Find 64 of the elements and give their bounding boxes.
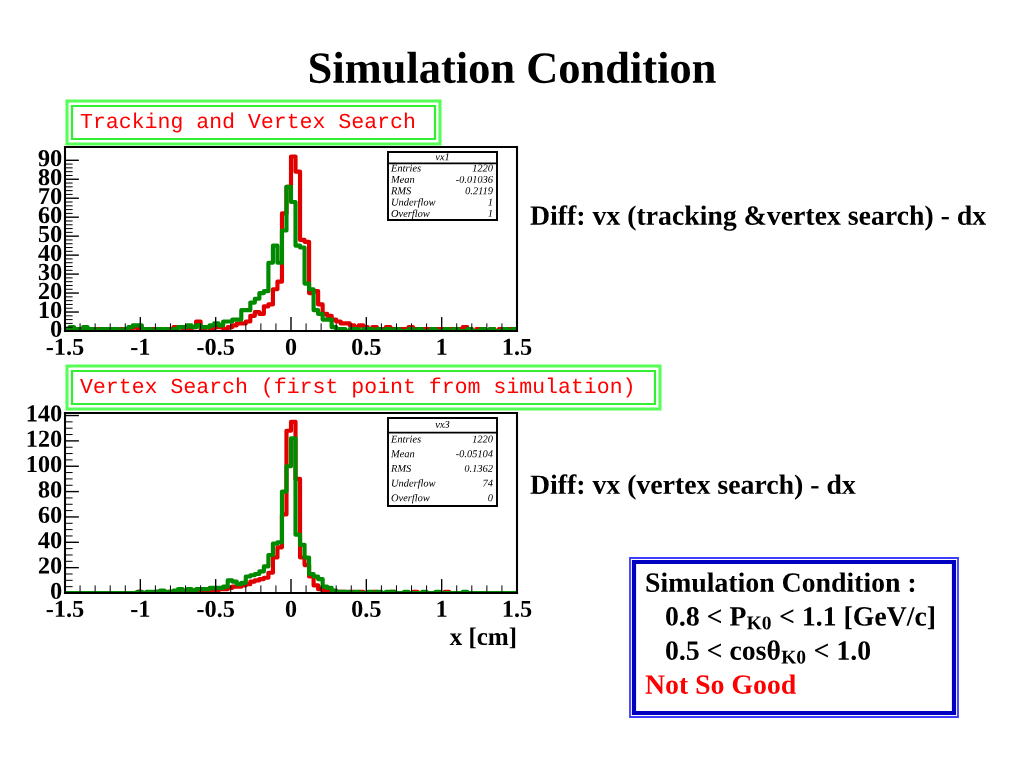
x-tick-label: 0.5 (352, 338, 381, 356)
annotation: Underflow (391, 479, 436, 489)
annotation: 0.2119 (465, 187, 493, 195)
annotation: 0 (488, 494, 493, 502)
y-tick-label: 20 (38, 557, 62, 574)
y-tick-label: 0 (51, 320, 62, 338)
y-tick-label: 40 (38, 531, 62, 549)
annotation: 1220 (472, 435, 493, 443)
y-tick-label: 60 (38, 506, 62, 524)
text: 0.5 < cosθ$_{K0}$ < 1.0 (666, 640, 871, 664)
y-tick-label: 30 (38, 263, 62, 281)
y-tick-label: 50 (38, 225, 62, 243)
x-tick-label: 1.5 (503, 338, 532, 356)
annotation: 1 (488, 198, 492, 206)
x-tick-label: -0.5 (197, 600, 235, 618)
y-tick-label: 90 (38, 149, 62, 167)
annotation: vx3 (435, 420, 450, 428)
annotation: RMS (390, 187, 412, 195)
y-tick-label: 70 (39, 187, 62, 205)
y-tick-label: 60 (38, 206, 62, 224)
text: 0.8 < P$_{K0}$ < 1.1 [GeV/c] (666, 606, 934, 630)
x-tick-label: 1.5 (503, 600, 532, 618)
annotation: Underflow (391, 198, 436, 208)
y-tick-label: 10 (39, 301, 62, 319)
x-tick-label: -1.5 (46, 338, 84, 356)
annotation: -0.05104 (456, 450, 493, 458)
annotation: Overflow (391, 209, 430, 220)
annotation: Overflow (391, 493, 430, 504)
text: Diff: vx (tracking &vertex search) - dx (530, 205, 987, 231)
x-axis-title: x [cm] (449, 627, 516, 649)
x-tick-label: 0 (285, 338, 297, 356)
annotation: -0.01036 (456, 175, 493, 183)
annotation: Entries (390, 435, 421, 443)
chart-subtitle: Tracking and Vertex Search (80, 112, 414, 133)
annotation: 1220 (472, 164, 493, 172)
y-tick-label: 0 (51, 582, 62, 600)
annotation: 74 (483, 479, 493, 487)
annotation: 0.1362 (464, 464, 493, 472)
annotation: Entries (390, 164, 421, 172)
annotation: 1 (488, 209, 492, 217)
chart-title: Vertex Search (first point from simulation) (80, 377, 632, 398)
y-tick-label: 20 (38, 282, 62, 300)
annotation: Mean (390, 450, 415, 458)
x-tick-label: 1 (437, 600, 447, 617)
x-tick-label: 0.5 (352, 600, 381, 618)
y-tick-label: 80 (38, 481, 62, 498)
annotation: vx1 (435, 153, 449, 161)
y-tick-label: 40 (38, 244, 62, 262)
chart-title: Simulation Condition (310, 51, 716, 84)
x-tick-label: 1 (437, 338, 447, 355)
x-tick-label: -0.5 (197, 338, 235, 356)
annotation: Mean (390, 176, 415, 183)
y-tick-label: 80 (38, 168, 62, 186)
y-tick-label: 120 (27, 430, 62, 447)
y-tick-label: 100 (27, 455, 62, 473)
text: Not So Good (645, 674, 796, 694)
x-tick-label: -1 (131, 338, 150, 355)
annotation: RMS (390, 464, 412, 472)
y-tick-label: 140 (27, 405, 62, 422)
x-tick-label: -1 (131, 600, 150, 617)
x-tick-label: 0 (285, 600, 297, 618)
text: Diff: vx (vertex search) - dx (530, 474, 856, 500)
text: Simulation Condition : (646, 572, 915, 593)
x-tick-label: -1.5 (46, 600, 84, 618)
